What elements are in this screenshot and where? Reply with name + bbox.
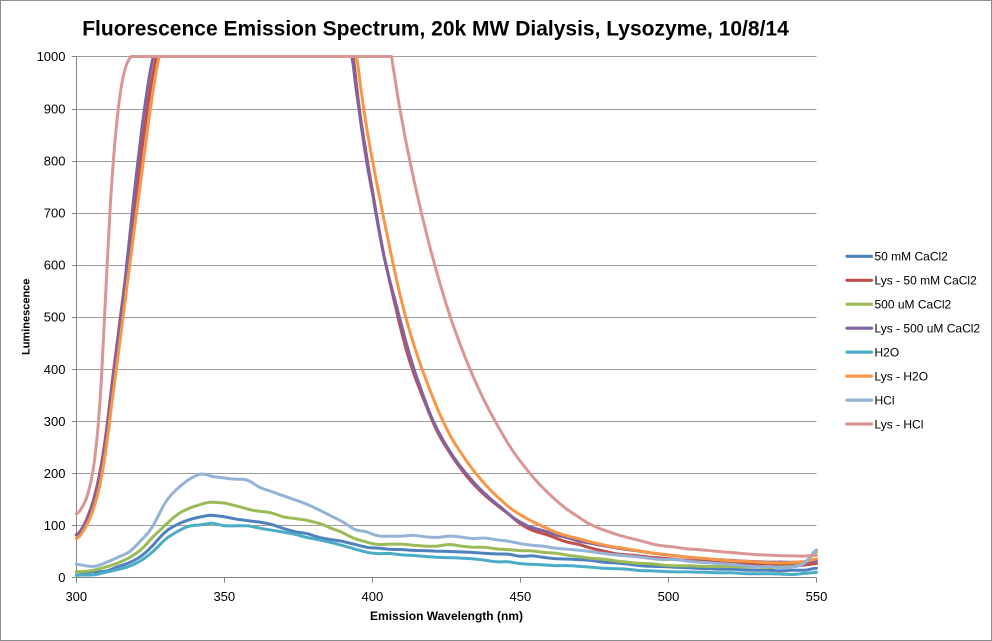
svg-text:350: 350 (213, 589, 235, 604)
svg-text:900: 900 (44, 101, 66, 116)
svg-text:Emission Wavelength (nm): Emission Wavelength (nm) (370, 609, 523, 623)
svg-text:600: 600 (44, 258, 66, 273)
svg-text:200: 200 (44, 466, 66, 481)
svg-text:0: 0 (58, 570, 65, 585)
svg-text:Lys - HCl: Lys - HCl (875, 417, 924, 431)
svg-text:550: 550 (806, 589, 828, 604)
svg-text:500: 500 (658, 589, 680, 604)
svg-text:500: 500 (44, 310, 66, 325)
svg-text:Lys - 50 mM CaCl2: Lys - 50 mM CaCl2 (875, 274, 978, 288)
svg-text:450: 450 (510, 589, 532, 604)
svg-text:Luminescence: Luminescence (21, 279, 33, 355)
svg-text:1000: 1000 (37, 49, 66, 64)
svg-text:H2O: H2O (875, 345, 900, 359)
svg-text:300: 300 (65, 589, 87, 604)
svg-text:700: 700 (44, 206, 66, 221)
svg-text:Lys - 500 uM CaCl2: Lys - 500 uM CaCl2 (875, 322, 981, 336)
svg-text:50 mM CaCl2: 50 mM CaCl2 (875, 250, 949, 264)
svg-text:500 uM CaCl2: 500 uM CaCl2 (875, 298, 952, 312)
svg-text:Fluorescence Emission Spectrum: Fluorescence Emission Spectrum, 20k MW D… (82, 18, 789, 41)
svg-text:400: 400 (362, 589, 384, 604)
svg-text:800: 800 (44, 153, 66, 168)
svg-text:HCl: HCl (875, 393, 895, 407)
svg-text:Lys - H2O: Lys - H2O (875, 369, 929, 383)
svg-text:400: 400 (44, 362, 66, 377)
svg-text:300: 300 (44, 414, 66, 429)
svg-text:100: 100 (44, 518, 66, 533)
